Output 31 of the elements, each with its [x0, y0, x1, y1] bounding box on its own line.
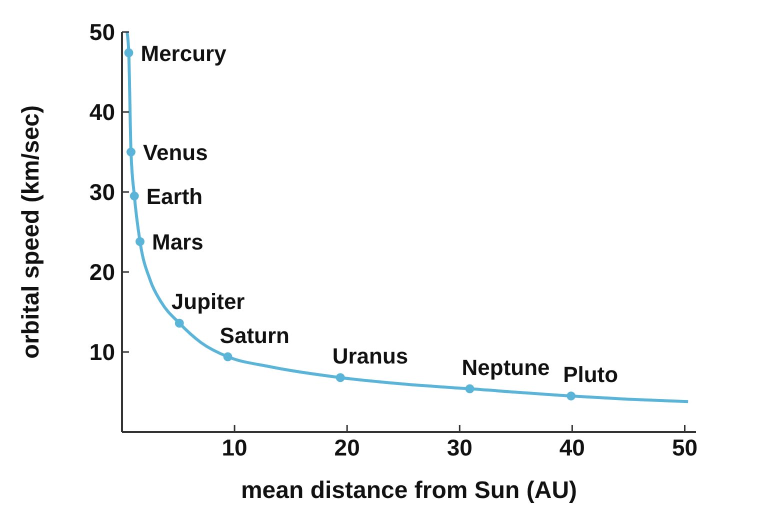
y-tick-label: 50	[89, 19, 115, 46]
point	[136, 237, 145, 246]
x-tick-label: 20	[334, 434, 360, 460]
line-series	[126, 32, 690, 404]
y-tick-label: 10	[89, 339, 115, 366]
x-tick-label: 30	[446, 434, 472, 460]
point	[174, 318, 184, 328]
y-tick-label: 30	[89, 179, 115, 206]
point	[566, 392, 576, 400]
annotation: Pluto	[563, 362, 618, 387]
y-axis-title: orbital speed (km/sec)	[18, 105, 45, 359]
x-tick-label: 40	[559, 434, 585, 460]
x-axis-title: mean distance from Sun (AU)	[240, 477, 578, 504]
point	[223, 352, 232, 362]
point	[126, 148, 136, 156]
point	[130, 192, 139, 200]
annotation: Mercury	[140, 40, 228, 66]
point	[124, 48, 134, 58]
annotation: Jupiter	[171, 289, 246, 314]
x-tick-label: 50	[672, 434, 698, 460]
x-tick-label: 10	[222, 434, 248, 460]
point	[336, 373, 345, 382]
annotation: Earth	[146, 184, 203, 209]
y-tick-label: 40	[89, 99, 115, 126]
annotation: Mars	[152, 230, 204, 255]
annotation: Saturn	[220, 322, 290, 348]
point	[465, 384, 474, 394]
annotation: Venus	[143, 140, 208, 165]
annotation: Neptune	[462, 354, 550, 380]
y-tick-label: 20	[89, 259, 115, 286]
annotation: Uranus	[332, 344, 408, 369]
